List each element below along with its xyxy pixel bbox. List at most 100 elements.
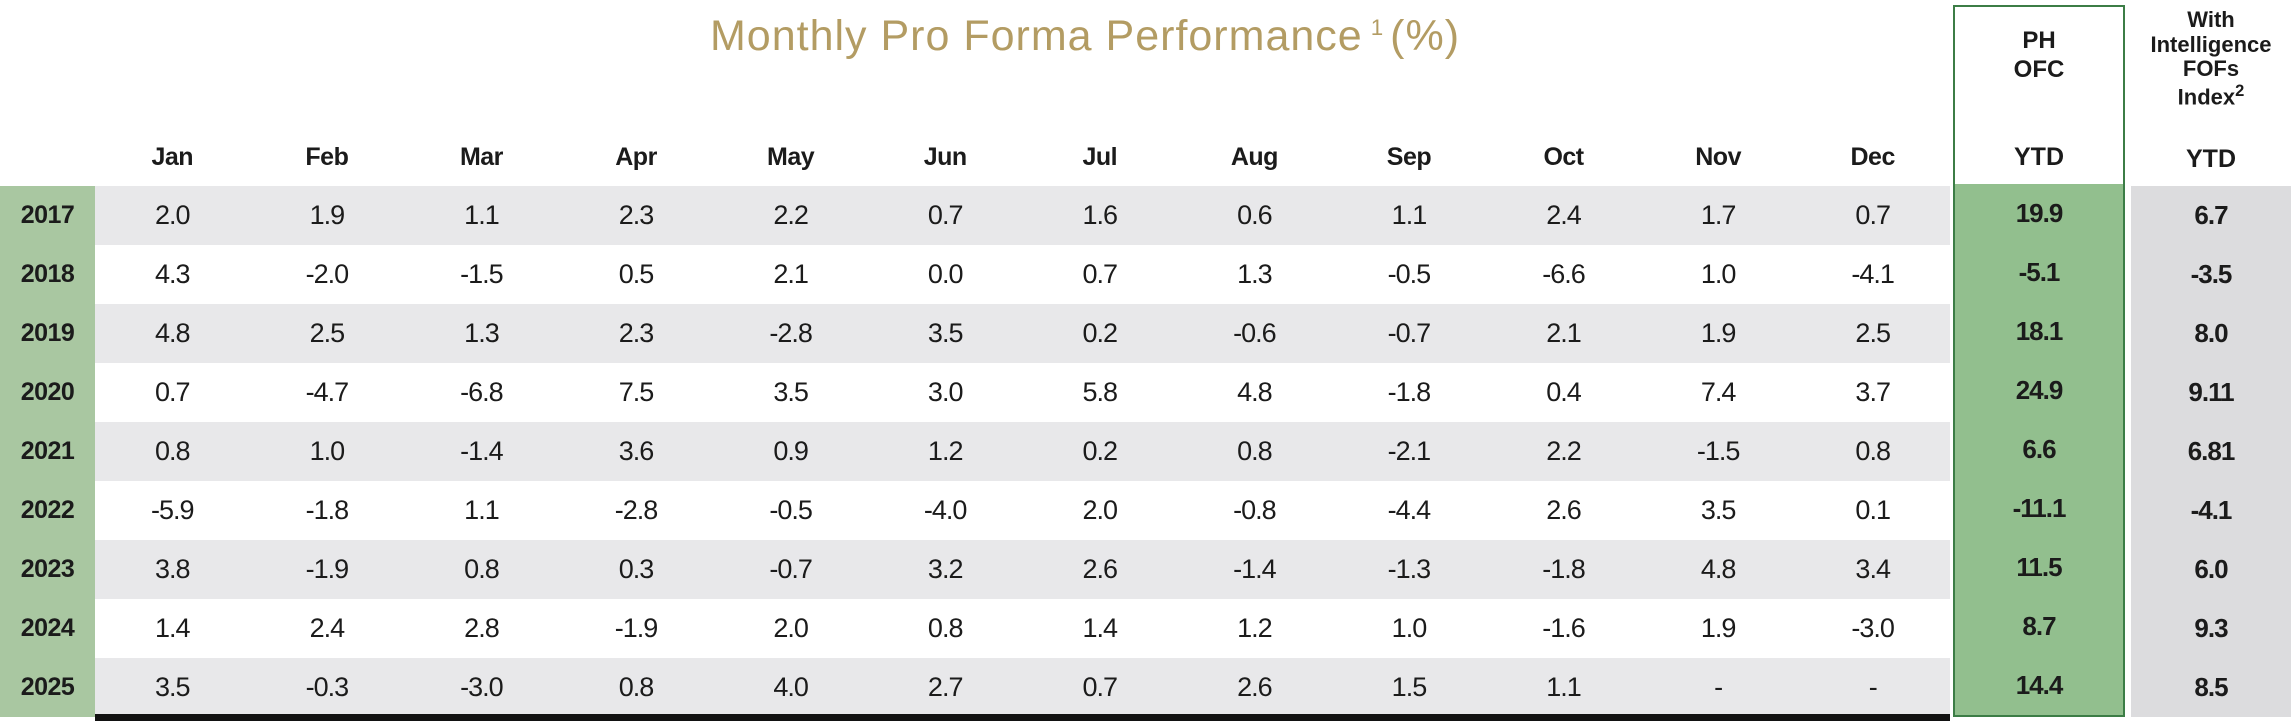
month-header-aug: Aug: [1230, 142, 1279, 171]
value-cell: 2.5: [309, 318, 346, 348]
value-cell: 0.2: [1082, 436, 1119, 466]
value-cell: -4.0: [923, 495, 968, 525]
fof-ytd-value-2017: 6.7: [2131, 186, 2291, 245]
value-cell: 0.7: [155, 377, 191, 407]
value-cell: -1.5: [460, 259, 504, 289]
value-cell: -4.4: [1387, 495, 1432, 525]
value-cell: 1.4: [1082, 613, 1119, 643]
value-cell: -0.7: [769, 554, 813, 584]
ph-ofc-ytd-label: YTD: [2014, 143, 2064, 171]
value-cell: 2.4: [309, 613, 346, 643]
value-cell: 0.8: [927, 613, 964, 643]
year-label-2022: 2022: [20, 496, 75, 524]
value-cell: 0.4: [1546, 377, 1582, 407]
value-cell: -2.1: [1387, 436, 1432, 466]
value-cell: 3.6: [618, 436, 655, 466]
ph-ofc-ytd-value-2018: -5.1: [1955, 243, 2123, 302]
value-cell: 7.4: [1700, 377, 1737, 407]
value-cell: 1.9: [1700, 318, 1737, 348]
value-cell: 1.9: [309, 200, 346, 230]
value-cell: 3.8: [155, 554, 191, 584]
value-cell: 1.1: [1546, 672, 1582, 702]
value-cell: 2.6: [1082, 554, 1119, 584]
value-cell: 3.0: [927, 377, 964, 407]
value-cell: -1.8: [1542, 554, 1586, 584]
month-header-dec: Dec: [1850, 142, 1896, 171]
value-cell: -0.8: [1233, 495, 1277, 525]
value-cell: 3.7: [1855, 377, 1891, 407]
ph-ofc-name: PH OFC: [2014, 27, 2065, 85]
value-cell: -1.8: [305, 495, 350, 525]
value-cell: 3.5: [927, 318, 964, 348]
month-header-jun: Jun: [923, 142, 967, 171]
fof-ytd-value-2021: 6.81: [2131, 422, 2291, 481]
value-cell: -: [1714, 672, 1723, 702]
table-row-2020: 0.7 -4.7 -6.8 7.5 3.5 3.0 5.8 4.8 -1.8 0.4 7.4 3.7: [95, 363, 1950, 422]
value-cell: -1.8: [1387, 377, 1432, 407]
value-cell: -2.8: [769, 318, 813, 348]
fof-ytd-value-2024: 9.3: [2131, 599, 2291, 658]
value-cell: -1.4: [1233, 554, 1277, 584]
value-cell: -6.8: [460, 377, 504, 407]
value-cell: 0.7: [1855, 200, 1891, 230]
fof-index-name: With Intelligence FOFs: [2150, 7, 2271, 82]
year-label-2019: 2019: [20, 319, 75, 347]
month-header-may: May: [767, 142, 815, 171]
value-cell: 1.3: [464, 318, 500, 348]
table-row-2017: 2.0 1.9 1.1 2.3 2.2 0.7 1.6 0.6 1.1 2.4 1.7 0.7: [95, 186, 1950, 245]
table-row-2018: 4.3 -2.0 -1.5 0.5 2.1 0.0 0.7 1.3 -0.5 -6.6 1.0 -4.…: [95, 245, 1950, 304]
value-cell: 1.4: [155, 613, 191, 643]
value-cell: 1.2: [927, 436, 964, 466]
value-cell: -0.7: [1387, 318, 1432, 348]
value-cell: -4.7: [305, 377, 350, 407]
fof-index-column-header: With Intelligence FOFs Index2 YTD: [2131, 0, 2291, 186]
value-cell: 0.3: [618, 554, 655, 584]
fof-ytd-value-2022: -4.1: [2131, 481, 2291, 540]
fof-index-word: Index2: [2178, 82, 2245, 110]
value-cell: -0.5: [1387, 259, 1432, 289]
year-label-2023: 2023: [20, 555, 75, 583]
value-cell: -1.6: [1542, 613, 1586, 643]
value-cell: -6.6: [1542, 259, 1586, 289]
year-label-2018: 2018: [20, 260, 75, 288]
ph-ofc-ytd-value-2020: 24.9: [1955, 361, 2123, 420]
fof-ytd-value-2018: -3.5: [2131, 245, 2291, 304]
table-row-2022: -5.9 -1.8 1.1 -2.8 -0.5 -4.0 2.0 -0.8 -4.4 2.6 3.5…: [95, 481, 1950, 540]
table-row-2023: 3.8 -1.9 0.8 0.3 -0.7 3.2 2.6 -1.4 -1.3 -1.8 4.8 3.…: [95, 540, 1950, 599]
ph-ofc-ytd-value-2025: 14.4: [1955, 656, 2123, 715]
value-cell: 0.0: [927, 259, 964, 289]
title-unit: (%): [1390, 12, 1461, 60]
value-cell: -0.5: [769, 495, 813, 525]
value-cell: 2.3: [618, 318, 655, 348]
value-cell: 0.7: [927, 200, 964, 230]
title-text: Monthly Pro Forma Performance: [709, 12, 1363, 60]
fof-ytd-value-2023: 6.0: [2131, 540, 2291, 599]
value-cell: 2.2: [1546, 436, 1582, 466]
value-cell: 1.0: [309, 436, 346, 466]
table-row-2019: 4.8 2.5 1.3 2.3 -2.8 3.5 0.2 -0.6 -0.7 2.1 1.9 2.5: [95, 304, 1950, 363]
month-header-sep: Sep: [1386, 142, 1432, 171]
value-cell: -1.9: [614, 613, 659, 643]
value-cell: 2.2: [773, 200, 809, 230]
value-cell: 2.8: [464, 613, 500, 643]
value-cell: 7.5: [618, 377, 655, 407]
month-header-apr: Apr: [615, 142, 657, 171]
value-cell: 1.0: [1391, 613, 1428, 643]
value-cell: -2.0: [305, 259, 350, 289]
month-header-mar: Mar: [459, 142, 503, 171]
ph-ofc-name-line: PH: [2022, 27, 2056, 54]
value-cell: 1.6: [1082, 200, 1119, 230]
value-cell: 2.7: [927, 672, 964, 702]
ph-ofc-ytd-value-2019: 18.1: [1955, 302, 2123, 361]
value-cell: 0.8: [1237, 436, 1273, 466]
fof-ytd-value-2025: 8.5: [2131, 658, 2291, 717]
value-cell: 2.0: [773, 613, 809, 643]
ph-ofc-column-header: PH OFC YTD: [1955, 7, 2123, 184]
value-cell: 0.8: [618, 672, 655, 702]
value-cell: 0.1: [1855, 495, 1891, 525]
fof-index-name-line: With: [2187, 7, 2235, 32]
value-cell: 2.1: [1546, 318, 1582, 348]
value-cell: -0.3: [305, 672, 350, 702]
month-header-oct: Oct: [1543, 142, 1584, 171]
value-cell: 1.3: [1237, 259, 1273, 289]
